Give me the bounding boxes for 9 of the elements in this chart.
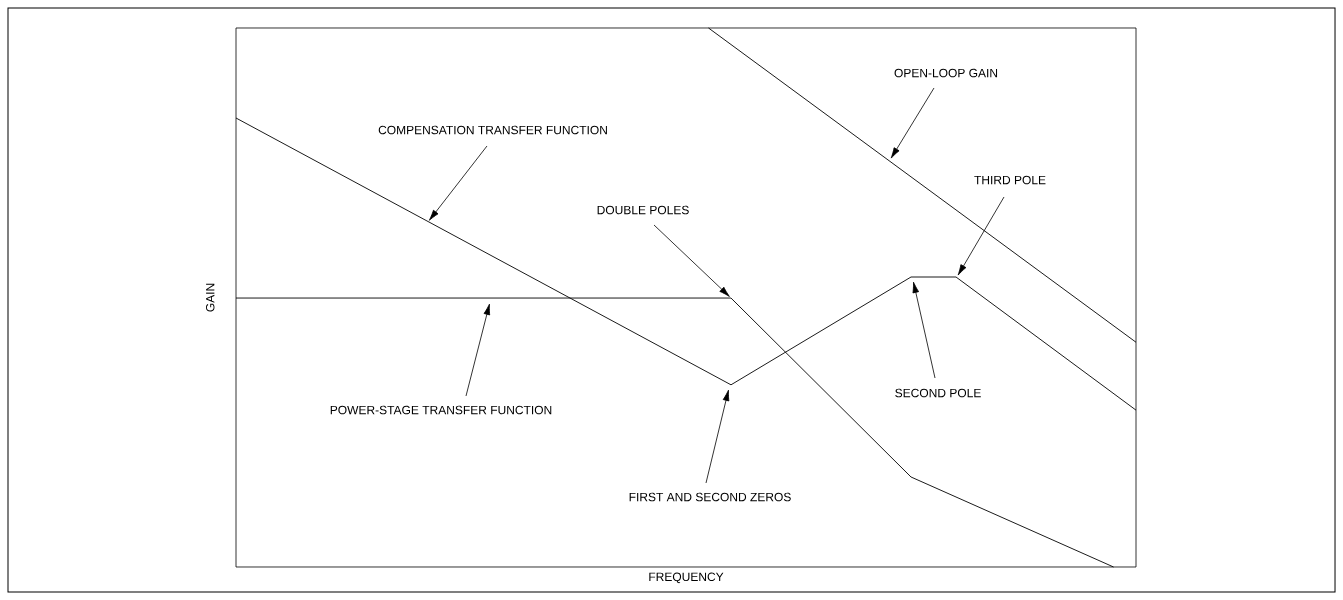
x-axis-title: FREQUENCY	[649, 572, 724, 584]
annotation: SECOND POLE	[895, 388, 981, 398]
annotation: POWER-STAGE TRANSFER FUNCTION	[330, 405, 552, 415]
annotation: DOUBLE POLES	[597, 205, 689, 215]
annotation: COMPENSATION TRANSFER FUNCTION	[378, 125, 607, 135]
annotation: THIRD POLE	[974, 175, 1046, 185]
annotation: FIRST AND SECOND ZEROS	[629, 492, 791, 502]
y-axis-title: GAIN	[205, 283, 215, 312]
annotation: OPEN-LOOP GAIN	[894, 68, 998, 78]
